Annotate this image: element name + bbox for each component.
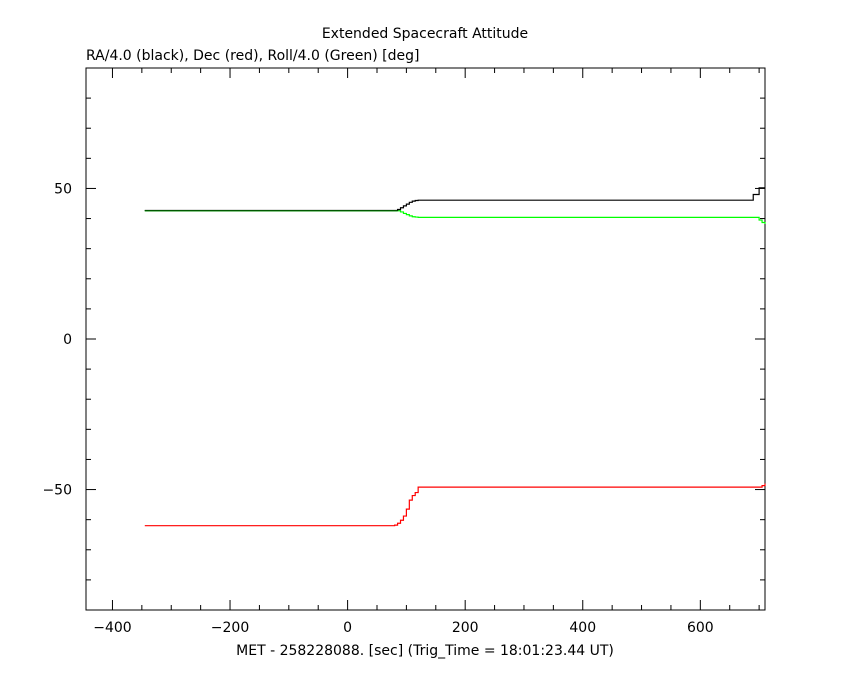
series-layer	[144, 187, 766, 527]
plot-frame	[85, 67, 766, 611]
x-tick-label: 0	[343, 620, 352, 636]
y-tick-label: −50	[42, 483, 72, 499]
y-axis: −50 0 50	[42, 67, 765, 611]
x-axis-label: MET - 258228088. [sec] (Trig_Time = 18:0…	[236, 643, 614, 659]
series-ra-line	[144, 187, 765, 212]
y-tick-label: 0	[63, 332, 72, 348]
x-axis: −400 −200 0 200 400 600	[93, 68, 760, 636]
x-tick-label: −200	[211, 620, 249, 636]
series-dec-line	[144, 483, 766, 527]
chart-title: Extended Spacecraft Attitude	[322, 26, 528, 42]
x-tick-label: 600	[687, 620, 714, 636]
x-tick-label: 200	[452, 620, 479, 636]
x-tick-label: 400	[569, 620, 596, 636]
x-tick-label: −400	[93, 620, 131, 636]
series-roll-line	[144, 210, 766, 224]
chart-subtitle: RA/4.0 (black), Dec (red), Roll/4.0 (Gre…	[86, 48, 419, 64]
y-tick-label: 50	[54, 181, 72, 197]
